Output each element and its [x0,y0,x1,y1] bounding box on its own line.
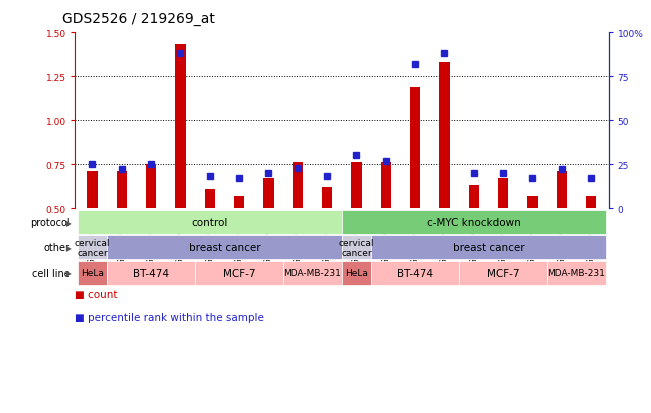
Bar [234,196,244,209]
Text: ■ percentile rank within the sample: ■ percentile rank within the sample [75,312,264,322]
Text: BT-474: BT-474 [397,268,433,278]
Bar [459,261,547,285]
Text: MCF-7: MCF-7 [487,268,519,278]
Text: control: control [191,218,228,228]
Text: ▶: ▶ [66,218,72,227]
Text: BT-474: BT-474 [133,268,169,278]
Text: ▶: ▶ [66,268,72,278]
Text: cervical
cancer: cervical cancer [75,238,110,257]
Bar [175,45,186,209]
Bar [322,188,332,209]
Bar [527,196,538,209]
Bar [117,172,127,209]
Text: ▶: ▶ [66,243,72,252]
Bar [78,211,342,235]
Bar [342,236,371,260]
Bar [283,261,342,285]
Bar [107,261,195,285]
Text: breast cancer: breast cancer [452,243,524,253]
Text: cervical
cancer: cervical cancer [339,238,374,257]
Text: ■ count: ■ count [75,289,117,299]
Bar [410,88,421,209]
Bar [87,172,98,209]
Bar [263,179,273,209]
Bar [78,236,107,260]
Text: cell line: cell line [32,268,70,278]
Text: MDA-MB-231: MDA-MB-231 [283,268,341,278]
Bar [381,163,391,209]
Bar [342,211,605,235]
Bar [371,261,459,285]
Bar [586,196,596,209]
Text: MCF-7: MCF-7 [223,268,255,278]
Bar [498,179,508,209]
Text: MDA-MB-231: MDA-MB-231 [547,268,605,278]
Bar [439,63,450,209]
Text: protocol: protocol [30,218,70,228]
Text: other: other [44,243,70,253]
Text: breast cancer: breast cancer [189,243,260,253]
Text: HeLa: HeLa [81,268,104,278]
Bar [469,186,479,209]
Bar [547,261,605,285]
Text: HeLa: HeLa [345,268,368,278]
Bar [146,165,156,209]
Bar [293,163,303,209]
Bar [557,172,567,209]
Bar [107,236,342,260]
Text: GDS2526 / 219269_at: GDS2526 / 219269_at [62,12,215,26]
Text: c-MYC knockdown: c-MYC knockdown [427,218,521,228]
Bar [342,261,371,285]
Bar [195,261,283,285]
Bar [352,163,361,209]
Bar [204,189,215,209]
Bar [371,236,605,260]
Bar [78,261,107,285]
